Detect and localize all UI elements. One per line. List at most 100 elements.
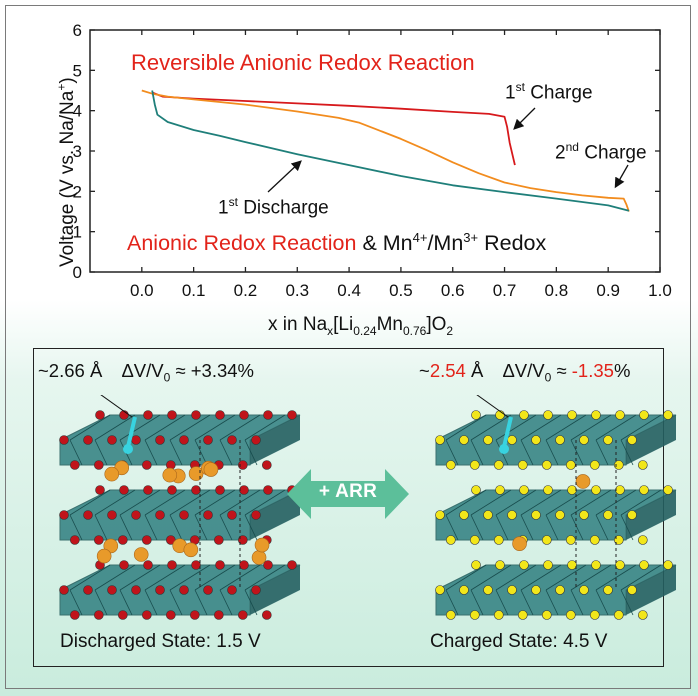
octahedral-layer-side bbox=[626, 415, 676, 465]
oxygen-atom bbox=[142, 610, 152, 620]
oxygen-atom bbox=[543, 560, 553, 570]
octahedron-edge bbox=[169, 514, 183, 541]
octahedron-edge bbox=[495, 589, 509, 616]
oxygen-atom bbox=[215, 485, 225, 495]
figure-frame bbox=[5, 5, 691, 689]
octahedron-edge bbox=[219, 439, 233, 466]
oxygen-atom bbox=[663, 485, 673, 495]
octahedron-edge bbox=[94, 589, 108, 616]
oxygen-atom bbox=[567, 560, 577, 570]
oxygen-atom bbox=[215, 410, 225, 420]
o-o-bond bbox=[502, 416, 513, 448]
octahedron-edge bbox=[144, 414, 186, 441]
octahedron-edge bbox=[595, 439, 609, 466]
oxygen-atom bbox=[238, 535, 248, 545]
oxygen-atom bbox=[227, 585, 237, 595]
octahedron-edge bbox=[545, 564, 587, 591]
octahedron-edge bbox=[445, 514, 459, 541]
oxygen-atom bbox=[518, 460, 528, 470]
sodium-atom bbox=[104, 466, 120, 482]
oxygen-atom bbox=[227, 435, 237, 445]
oxygen-atom bbox=[555, 510, 565, 520]
oxygen-atom bbox=[445, 535, 456, 545]
oxygen-atom bbox=[435, 435, 445, 445]
sodium-atom bbox=[133, 547, 149, 562]
oxygen-atom bbox=[191, 560, 201, 570]
sodium-atom bbox=[512, 536, 527, 551]
oxygen-atom bbox=[638, 610, 648, 620]
octahedron-edge bbox=[194, 514, 208, 541]
octahedron-edge bbox=[520, 564, 562, 591]
o-o-bond-end bbox=[123, 444, 133, 454]
oxygen-atom bbox=[459, 435, 469, 445]
series-2nd-charge bbox=[141, 89, 630, 212]
voltage-chart: 0.0 0.1 0.2 0.3 0.4 0.5 0.6 0.7 0.8 0.9 1.0 0 1 2 3 4 5 6 bbox=[73, 21, 672, 300]
chart-ticks: 0.0 0.1 0.2 0.3 0.4 0.5 0.6 0.7 0.8 0.9 1.0 0 1 2 3 4 5 6 bbox=[73, 21, 672, 300]
octahedron-edge bbox=[119, 489, 161, 516]
oxygen-atom bbox=[542, 610, 552, 620]
oxygen-atom bbox=[69, 460, 80, 470]
oxygen-atom bbox=[567, 410, 577, 420]
octahedron-edge bbox=[94, 414, 136, 441]
x-tick-label: 0.6 bbox=[441, 281, 465, 300]
oxygen-atom bbox=[263, 485, 273, 495]
oxygen-atom bbox=[627, 585, 637, 595]
oxygen-atom bbox=[263, 560, 273, 570]
octahedron-edge bbox=[69, 514, 83, 541]
octahedron-edge bbox=[445, 489, 487, 516]
oxygen-atom bbox=[638, 535, 648, 545]
annotation-arrows bbox=[267, 107, 629, 193]
octahedron-edge bbox=[545, 589, 559, 616]
oxygen-atom bbox=[494, 460, 504, 470]
octahedron-edge bbox=[119, 564, 161, 591]
o-o-bond-end bbox=[499, 444, 509, 454]
octahedron-edge bbox=[119, 589, 133, 616]
oxygen-atom bbox=[469, 535, 480, 545]
oxygen-atom bbox=[203, 435, 213, 445]
oxygen-atom bbox=[190, 610, 200, 620]
oxygen-atom bbox=[543, 410, 553, 420]
octahedron-edge bbox=[69, 589, 83, 616]
first-discharge-label: 1st Discharge bbox=[218, 195, 329, 219]
oxygen-atom bbox=[142, 535, 152, 545]
y-tick-label: 2 bbox=[73, 182, 82, 201]
oxygen-atom bbox=[239, 410, 249, 420]
left-caption: Discharged State: 1.5 V bbox=[60, 631, 261, 652]
oxygen-atom bbox=[131, 435, 141, 445]
octahedron-edge bbox=[595, 514, 609, 541]
octahedron-edge bbox=[69, 414, 111, 441]
octahedron-edge bbox=[219, 589, 233, 616]
x-axis-label: x in Nax[Li0.24Mn0.76]O2 bbox=[268, 314, 454, 338]
oxygen-atom bbox=[459, 585, 469, 595]
oxygen-atom bbox=[639, 560, 649, 570]
octahedron-edge bbox=[520, 589, 534, 616]
oxygen-atom bbox=[119, 485, 129, 495]
octahedron-edge bbox=[570, 589, 584, 616]
octahedron-edge bbox=[495, 564, 537, 591]
octahedron-edge bbox=[595, 564, 637, 591]
oxygen-atom bbox=[59, 585, 69, 595]
oxygen-atom bbox=[567, 485, 577, 495]
oxygen-atom bbox=[638, 460, 648, 470]
oxygen-atom bbox=[239, 560, 249, 570]
oxygen-atom bbox=[69, 610, 80, 620]
sodium-atom bbox=[103, 538, 119, 554]
oxygen-atom bbox=[287, 410, 297, 420]
oxygen-atom bbox=[239, 485, 249, 495]
oxygen-atom bbox=[167, 485, 177, 495]
oxygen-atom bbox=[95, 485, 105, 495]
octahedron-edge bbox=[520, 414, 562, 441]
oxygen-atom bbox=[639, 410, 649, 420]
oxygen-atom bbox=[155, 510, 165, 520]
oxygen-atom bbox=[483, 585, 493, 595]
oxygen-atom bbox=[591, 485, 601, 495]
oxygen-atom bbox=[215, 560, 225, 570]
oxygen-atom bbox=[603, 435, 613, 445]
octahedron-edge bbox=[194, 589, 208, 616]
oxygen-atom bbox=[191, 410, 201, 420]
octahedron-edge bbox=[545, 514, 559, 541]
oxygen-atom bbox=[495, 560, 505, 570]
x-tick-label: 0.0 bbox=[130, 281, 154, 300]
oxygen-atom bbox=[118, 535, 128, 545]
oxygen-atom bbox=[93, 610, 104, 620]
